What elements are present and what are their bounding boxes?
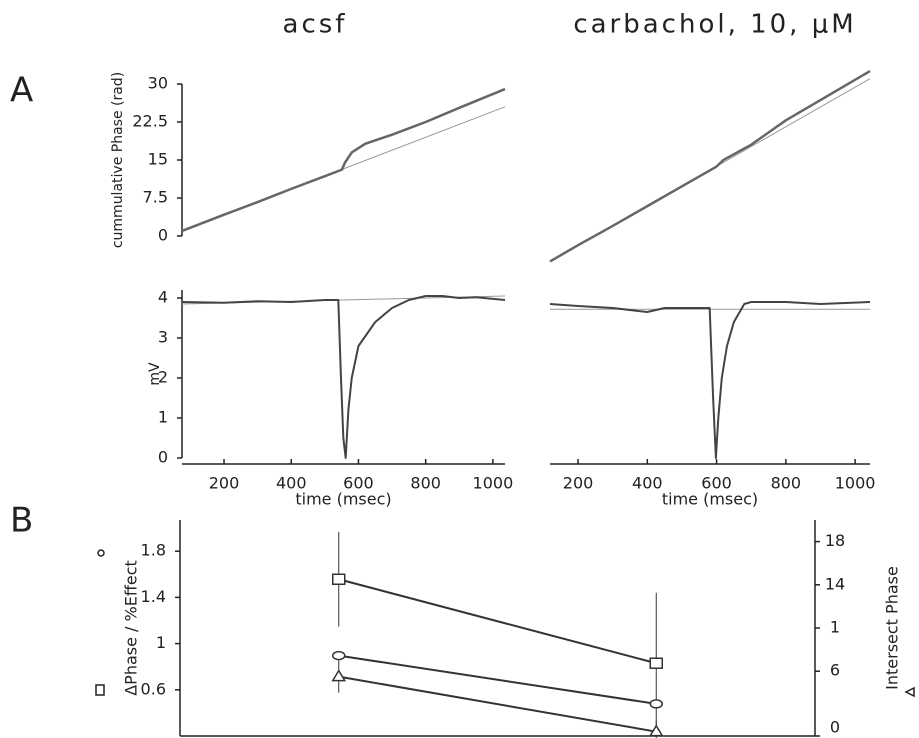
column-title: carbachol, 10, μM [573, 10, 856, 40]
x-tick-label: 1000 [473, 474, 514, 493]
y-tick-label: 22.5 [132, 112, 168, 131]
marker [332, 573, 346, 586]
series-line [338, 578, 657, 665]
y2-tick-label: 6 [830, 661, 840, 680]
y2-tick-label: 0 [830, 718, 840, 737]
column-title: acsf [283, 10, 348, 40]
x-tick-label: 200 [563, 474, 594, 493]
y-tick-label: 3 [158, 328, 168, 347]
panel-label: B [10, 501, 33, 541]
marker [649, 699, 663, 709]
y-tick-label: 30 [148, 74, 168, 93]
y-tick-label: 4 [158, 288, 168, 307]
series-line [549, 70, 871, 263]
x-axis-label: time (msec) [295, 490, 391, 509]
y-tick-label: 7.5 [143, 188, 168, 207]
marker [332, 650, 346, 661]
y-tick-label: 15 [148, 150, 168, 169]
y-axis-label: cummulative Phase (rad) [110, 72, 126, 248]
x-tick-label: 800 [410, 474, 441, 493]
y-tick-label: 0.6 [141, 679, 166, 698]
y-axis-label: ΔPhase / %Effect [122, 560, 141, 696]
series-line [338, 654, 657, 705]
marker [331, 669, 347, 682]
x-tick-label: 800 [771, 474, 802, 493]
series-line [338, 675, 657, 733]
x-tick-label: 600 [701, 474, 732, 493]
x-tick-label: 400 [276, 474, 307, 493]
y-tick-label: 1.8 [141, 541, 166, 560]
y2-axis-label: Intersect Phase [883, 566, 902, 690]
y2-tick-label: 18 [825, 531, 845, 550]
marker [648, 724, 664, 737]
x-axis-label: time (msec) [662, 490, 758, 509]
x-tick-label: 400 [632, 474, 663, 493]
x-tick-label: 600 [343, 474, 374, 493]
x-tick-label: 1000 [835, 474, 876, 493]
y-tick-label: 1.4 [141, 587, 166, 606]
y2-tick-label: 1 [830, 618, 840, 637]
y-tick-label: 0 [158, 448, 168, 467]
panel-label: A [10, 71, 33, 111]
legend-symbol [97, 549, 105, 557]
series-line [549, 301, 871, 459]
legend-symbol [95, 684, 105, 696]
y-tick-label: 0 [158, 226, 168, 245]
y2-tick-label: 14 [825, 574, 845, 593]
y-axis-label: mV [147, 362, 163, 386]
x-tick-label: 200 [209, 474, 240, 493]
y-tick-label: 2 [158, 368, 168, 387]
series-line [181, 87, 506, 233]
series-line [181, 295, 506, 459]
y-tick-label: 1 [158, 408, 168, 427]
marker [649, 657, 663, 669]
legend-symbol [904, 686, 915, 698]
y-tick-label: 1 [156, 633, 166, 652]
